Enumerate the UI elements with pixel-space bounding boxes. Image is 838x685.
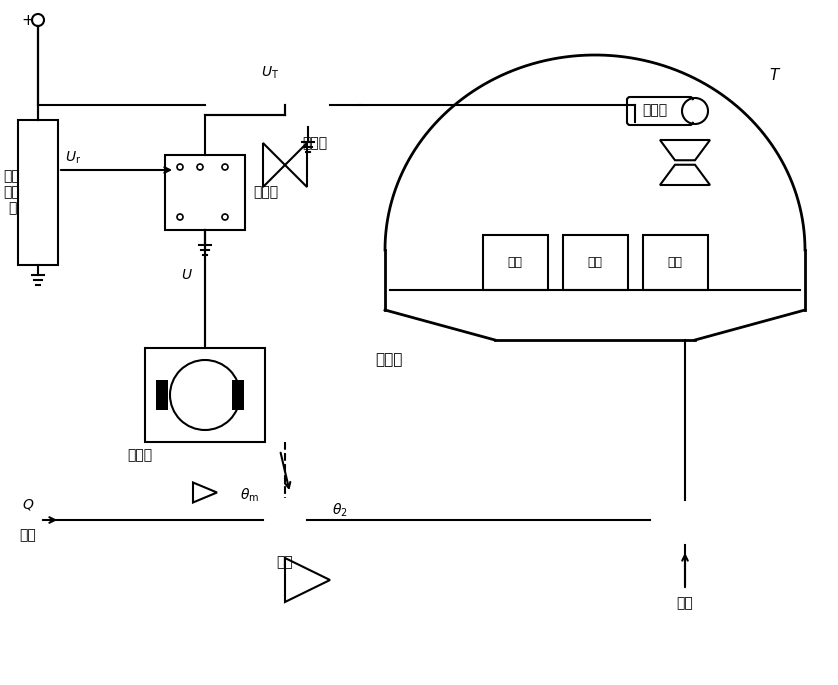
Text: 工件: 工件 bbox=[587, 256, 603, 269]
Text: 阀门: 阀门 bbox=[277, 555, 293, 569]
Text: $Q$: $Q$ bbox=[22, 497, 34, 512]
Text: 工件: 工件 bbox=[508, 256, 523, 269]
Bar bbox=[483, 235, 547, 290]
Text: $U_{\mathrm{T}}$: $U_{\mathrm{T}}$ bbox=[261, 65, 279, 82]
Bar bbox=[165, 155, 245, 230]
Text: 电动机: 电动机 bbox=[127, 448, 153, 462]
Bar bbox=[156, 380, 168, 410]
Text: 空气: 空气 bbox=[676, 596, 693, 610]
Bar bbox=[232, 380, 244, 410]
Text: 放大器: 放大器 bbox=[253, 186, 278, 199]
Bar bbox=[145, 348, 265, 442]
Text: $T$: $T$ bbox=[768, 67, 781, 83]
Text: 给定
电位
器: 给定 电位 器 bbox=[3, 169, 20, 216]
Text: 放大器: 放大器 bbox=[303, 136, 328, 150]
Bar bbox=[18, 120, 58, 265]
Text: $U_{\mathrm{r}}$: $U_{\mathrm{r}}$ bbox=[65, 150, 81, 166]
FancyBboxPatch shape bbox=[627, 97, 693, 125]
Text: 热电偶: 热电偶 bbox=[643, 103, 668, 117]
Text: 工件: 工件 bbox=[668, 256, 682, 269]
Circle shape bbox=[684, 100, 706, 122]
Text: 煎气: 煎气 bbox=[19, 528, 36, 542]
Text: $\theta_{2}$: $\theta_{2}$ bbox=[332, 501, 348, 519]
Text: $\theta_{\mathrm{m}}$: $\theta_{\mathrm{m}}$ bbox=[241, 486, 260, 503]
Text: +: + bbox=[22, 12, 34, 27]
Text: $U$: $U$ bbox=[181, 268, 193, 282]
Text: 加热炉: 加热炉 bbox=[375, 353, 402, 367]
Bar bbox=[643, 235, 707, 290]
Bar bbox=[562, 235, 628, 290]
